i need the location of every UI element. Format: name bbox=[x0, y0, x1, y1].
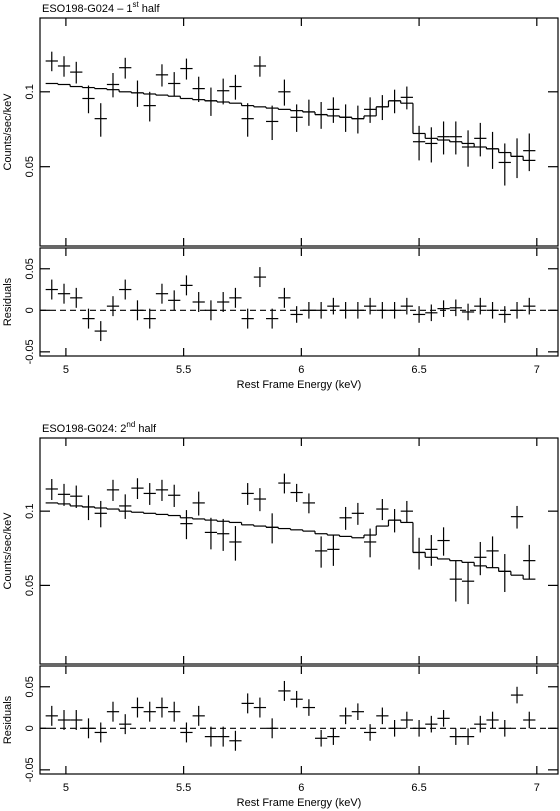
y-axis-label: Residuals bbox=[2, 277, 14, 326]
y-tick-label: -0.05 bbox=[24, 339, 36, 364]
plot-area bbox=[45, 680, 536, 751]
y-axis-label: Counts/sec/keV bbox=[2, 93, 14, 171]
title-text: ESO198-G024: 2 bbox=[42, 423, 126, 435]
title-text: ESO198-G024 – 1 bbox=[42, 3, 133, 15]
plot-area bbox=[45, 51, 536, 186]
chart-title: ESO198-G024: 2nd half bbox=[42, 420, 157, 435]
y-axis-label: Counts/sec/keV bbox=[2, 512, 14, 590]
plot-frame bbox=[39, 17, 559, 247]
x-tick-label: 6.5 bbox=[411, 782, 426, 794]
plot-area bbox=[45, 473, 536, 605]
y-tick-label: 0 bbox=[24, 725, 36, 731]
y-tick-label: 0.1 bbox=[24, 84, 36, 99]
title-text-end: half bbox=[135, 423, 157, 435]
x-tick-label: 7 bbox=[534, 364, 540, 376]
plot-frame bbox=[39, 437, 559, 665]
plot-frame bbox=[39, 665, 559, 775]
y-tick-label: -0.05 bbox=[24, 757, 36, 782]
y-tick-label: 0 bbox=[24, 307, 36, 313]
plot-area bbox=[45, 267, 536, 342]
x-tick-label: 6 bbox=[298, 364, 304, 376]
x-tick-label: 6.5 bbox=[411, 364, 426, 376]
title-text-end: half bbox=[139, 3, 161, 15]
x-axis-label: Rest Frame Energy (keV) bbox=[237, 797, 362, 809]
y-tick-label: 0.1 bbox=[24, 504, 36, 519]
y-axis-label: Residuals bbox=[2, 695, 14, 744]
y-tick-label: 0.05 bbox=[24, 156, 36, 177]
x-axis-label: Rest Frame Energy (keV) bbox=[237, 379, 362, 391]
x-tick-label: 7 bbox=[534, 782, 540, 794]
model-step-joins bbox=[57, 502, 524, 580]
x-tick-label: 5.5 bbox=[176, 364, 191, 376]
model-step-joins bbox=[57, 83, 524, 161]
x-tick-label: 5.5 bbox=[176, 782, 191, 794]
y-tick-label: 0.05 bbox=[24, 575, 36, 596]
plot-frame bbox=[39, 247, 559, 357]
y-tick-label: 0.05 bbox=[24, 676, 36, 697]
x-tick-label: 6 bbox=[298, 782, 304, 794]
chart-title: ESO198-G024 – 1st half bbox=[42, 0, 160, 15]
title-superscript: nd bbox=[126, 420, 135, 429]
title-superscript: st bbox=[133, 0, 140, 9]
y-tick-label: 0.05 bbox=[24, 258, 36, 279]
x-tick-label: 5 bbox=[63, 364, 69, 376]
x-tick-label: 5 bbox=[63, 782, 69, 794]
